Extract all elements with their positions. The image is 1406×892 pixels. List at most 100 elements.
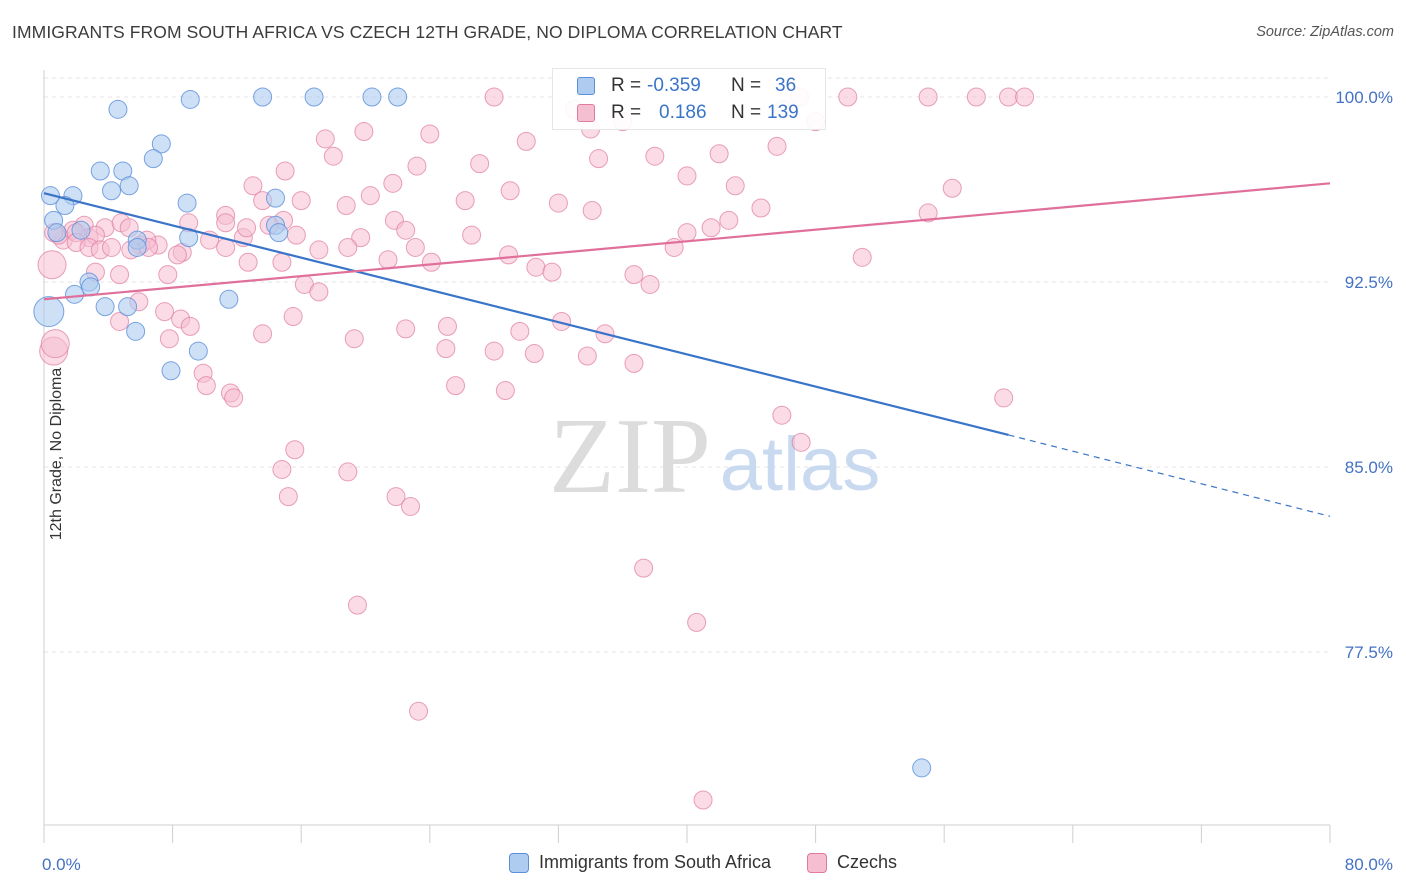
- czechs-point: [772, 405, 792, 425]
- stats-row-blue: R = -0.359 N = 36: [553, 73, 825, 99]
- south-africa-point: [265, 188, 285, 208]
- czechs-point: [421, 252, 441, 272]
- legend-swatch-blue: [508, 852, 529, 873]
- gridlines: [44, 77, 1330, 653]
- czechs-point: [309, 282, 329, 302]
- south-africa-point: [119, 176, 139, 196]
- czechs-point: [110, 265, 130, 285]
- czechs-point: [286, 225, 306, 245]
- south-africa-point: [388, 87, 408, 107]
- south-africa-point: [304, 87, 324, 107]
- stats-n-label-blue: N =: [731, 75, 762, 96]
- czechs-point: [589, 149, 609, 169]
- czechs-point: [677, 166, 697, 186]
- south-africa-point: [219, 289, 239, 309]
- czechs-point: [966, 87, 986, 107]
- legend-item-south-africa[interactable]: Immigrants from South Africa: [508, 852, 772, 873]
- south-africa-point: [102, 181, 122, 201]
- czechs-point: [693, 790, 713, 810]
- czechs-point: [510, 321, 530, 341]
- y-tick-label: 92.5%: [1345, 273, 1393, 292]
- legend-swatch-pink: [807, 852, 828, 873]
- south-africa-point: [108, 99, 128, 119]
- legend-label-south-africa: Immigrants from South Africa: [538, 852, 772, 872]
- czechs-point: [158, 265, 178, 285]
- czechs-point: [582, 200, 602, 220]
- czechs-point: [624, 265, 644, 285]
- czechs-point: [354, 122, 374, 142]
- stats-r-value-blue: -0.359: [647, 75, 701, 96]
- stats-row-pink: R = 0.186 N = 139: [553, 100, 825, 126]
- czechs-points: [37, 87, 1035, 810]
- trend-lines: [43, 182, 1331, 517]
- stats-box: R = -0.359 N = 36 R = 0.186 N = 139: [552, 68, 826, 130]
- south-africa-point: [65, 284, 85, 304]
- czechs-point: [436, 339, 456, 359]
- stats-n-label-pink: N =: [731, 102, 762, 123]
- czechs-point: [500, 181, 520, 201]
- legend-label-czechs: Czechs: [837, 852, 898, 872]
- czechs-point: [347, 595, 367, 615]
- south-africa-point: [47, 223, 67, 243]
- czechs-point: [396, 220, 416, 240]
- czechs-point: [405, 237, 425, 257]
- x-tick-label-max: 80.0%: [1345, 855, 1393, 874]
- czechs-point: [278, 487, 298, 507]
- czechs-point: [336, 196, 356, 216]
- south-africa-point: [81, 277, 101, 297]
- czechs-point: [285, 440, 305, 460]
- czechs-point: [40, 329, 70, 359]
- south-africa-point: [126, 321, 146, 341]
- stats-r-label-blue: R =: [611, 75, 642, 96]
- y-tick-label: 77.5%: [1345, 643, 1393, 662]
- czechs-point: [253, 324, 273, 344]
- south-africa-point: [269, 223, 289, 243]
- czechs-point: [283, 307, 303, 327]
- czechs-point: [243, 176, 263, 196]
- czechs-point: [1015, 87, 1035, 107]
- south-africa-point: [55, 196, 75, 216]
- czechs-point: [687, 612, 707, 632]
- czechs-point: [386, 487, 406, 507]
- czechs-point: [677, 223, 697, 243]
- czechs-point: [470, 154, 490, 174]
- czechs-point: [701, 218, 721, 238]
- legend-item-czechs[interactable]: Czechs: [807, 852, 897, 873]
- czechs-point: [455, 191, 475, 211]
- south-africa-point: [118, 297, 138, 317]
- south-africa-trend-extension: [1008, 434, 1331, 517]
- czechs-point: [216, 213, 236, 233]
- czechs-point: [918, 203, 938, 223]
- czechs-point: [238, 252, 258, 272]
- czechs-point: [383, 173, 403, 193]
- south-africa-point: [90, 161, 110, 181]
- czechs-point: [918, 87, 938, 107]
- czechs-point: [709, 144, 729, 164]
- czechs-point: [524, 344, 544, 364]
- czechs-point: [751, 198, 771, 218]
- tick-labels: 100.0% 92.5% 85.0% 77.5% 0.0% 80.0%: [42, 88, 1393, 874]
- czechs-point: [180, 316, 200, 336]
- czechs-point: [495, 381, 515, 401]
- czechs-point: [351, 228, 371, 248]
- czechs-point: [484, 341, 504, 361]
- czechs-point: [852, 247, 872, 267]
- czechs-point: [378, 250, 398, 270]
- south-africa-point: [71, 220, 91, 240]
- south-africa-point: [33, 296, 65, 328]
- south-africa-point: [151, 134, 171, 154]
- czechs-point: [338, 237, 358, 257]
- legend: Immigrants from South Africa Czechs: [0, 852, 1406, 873]
- watermark: ZIP atlas: [549, 397, 880, 516]
- stats-n-value-pink: 139: [767, 102, 799, 123]
- czechs-point: [446, 376, 466, 396]
- czechs-point: [338, 462, 358, 482]
- czechs-point: [645, 146, 665, 166]
- stats-n-value-blue: 36: [775, 75, 797, 96]
- south-africa-points: [33, 87, 932, 778]
- czechs-point: [634, 558, 654, 578]
- czechs-point: [196, 376, 216, 396]
- czechs-point: [791, 432, 811, 452]
- y-tick-label: 100.0%: [1335, 88, 1393, 107]
